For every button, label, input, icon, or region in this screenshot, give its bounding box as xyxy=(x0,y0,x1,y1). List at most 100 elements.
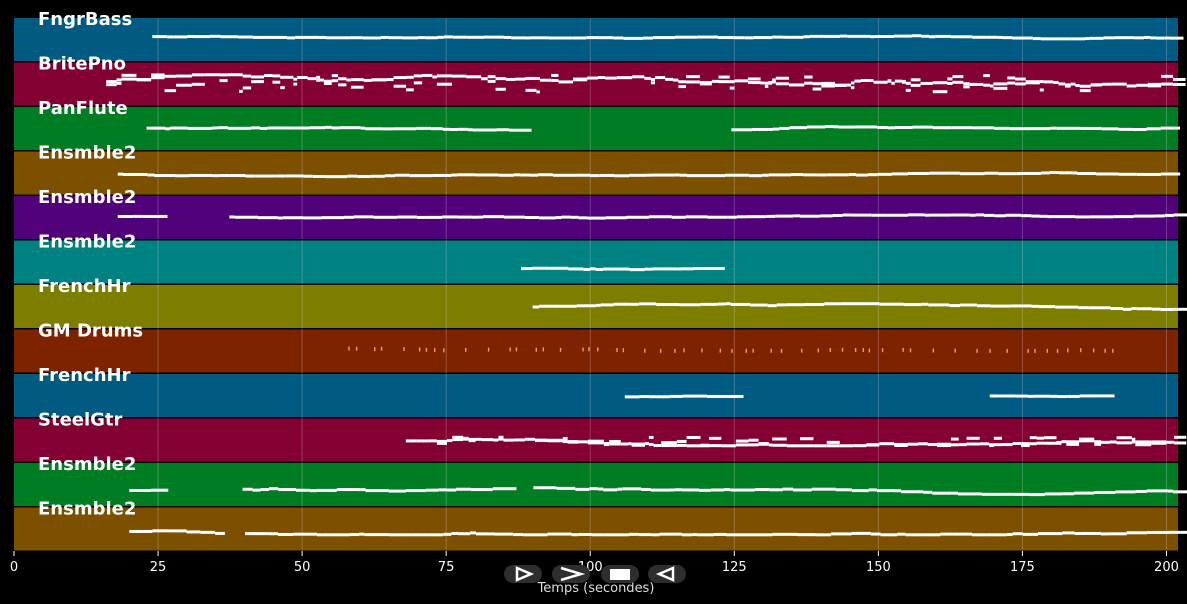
note xyxy=(495,77,506,81)
note xyxy=(650,81,656,85)
note xyxy=(1079,394,1092,398)
note xyxy=(921,533,941,537)
note xyxy=(887,79,892,83)
track-lane xyxy=(14,18,1178,61)
note xyxy=(1003,36,1013,40)
note xyxy=(752,348,754,353)
note xyxy=(1057,37,1071,41)
fast-forward-button[interactable] xyxy=(552,565,590,583)
note xyxy=(1160,307,1174,311)
note xyxy=(1056,348,1059,353)
note xyxy=(229,174,246,178)
note xyxy=(597,76,606,80)
note xyxy=(121,77,137,81)
note xyxy=(523,533,548,537)
note xyxy=(209,34,221,38)
note xyxy=(123,172,148,176)
note xyxy=(992,492,1014,496)
note xyxy=(1173,307,1187,311)
note xyxy=(1143,35,1151,39)
note xyxy=(950,35,973,39)
note xyxy=(458,532,471,536)
note xyxy=(869,35,875,39)
note xyxy=(1027,348,1029,353)
note xyxy=(826,440,840,444)
note xyxy=(547,532,572,536)
note xyxy=(170,126,188,130)
note xyxy=(936,444,951,448)
note xyxy=(1079,437,1095,441)
note xyxy=(718,394,744,398)
stop-icon xyxy=(610,569,630,580)
note xyxy=(629,268,645,272)
note xyxy=(535,347,537,352)
note xyxy=(136,78,152,82)
note xyxy=(686,75,700,79)
note xyxy=(929,213,951,217)
note xyxy=(495,87,506,91)
note xyxy=(561,215,571,219)
note xyxy=(1015,394,1028,398)
note xyxy=(487,79,496,83)
note xyxy=(1066,442,1080,446)
note xyxy=(442,127,450,131)
note xyxy=(940,532,954,536)
note xyxy=(532,305,540,309)
note xyxy=(1110,440,1117,444)
note xyxy=(1056,441,1062,445)
note xyxy=(1173,490,1187,494)
note xyxy=(1126,531,1148,535)
track-label: SteelGtr xyxy=(38,410,123,431)
note xyxy=(887,126,895,130)
note xyxy=(1020,171,1042,175)
note xyxy=(475,437,482,441)
note xyxy=(1115,490,1136,494)
note xyxy=(1031,127,1051,131)
note xyxy=(617,487,623,491)
note xyxy=(487,75,496,79)
note xyxy=(1027,394,1036,398)
note xyxy=(841,347,844,352)
note xyxy=(142,214,168,218)
note xyxy=(881,348,884,353)
note xyxy=(570,215,579,219)
note xyxy=(239,73,243,77)
note xyxy=(959,172,985,176)
note xyxy=(152,529,167,533)
note xyxy=(117,172,124,176)
note xyxy=(848,173,857,177)
note xyxy=(686,444,701,448)
note xyxy=(1133,36,1144,40)
note xyxy=(772,78,776,82)
note xyxy=(1136,307,1152,311)
stop-button[interactable] xyxy=(601,565,639,583)
note xyxy=(1136,172,1161,176)
note xyxy=(533,486,557,490)
note xyxy=(650,488,670,492)
note xyxy=(1126,84,1137,88)
note xyxy=(285,174,304,178)
note xyxy=(775,214,794,218)
note xyxy=(622,348,625,353)
note xyxy=(409,174,433,178)
play-button[interactable] xyxy=(504,565,542,583)
x-tick-label: 50 xyxy=(294,560,311,575)
note xyxy=(416,126,432,130)
note xyxy=(1151,441,1167,445)
note xyxy=(775,76,790,80)
note xyxy=(729,86,735,90)
note xyxy=(498,437,504,441)
note xyxy=(405,439,417,443)
note xyxy=(993,436,1002,440)
note xyxy=(1039,80,1044,84)
note xyxy=(456,487,471,491)
rewind-button[interactable] xyxy=(648,565,686,583)
note xyxy=(316,78,321,82)
note xyxy=(323,79,332,83)
note xyxy=(363,78,372,82)
note xyxy=(685,215,708,219)
track-lane xyxy=(14,507,1178,551)
note xyxy=(1094,440,1102,444)
note xyxy=(432,75,437,79)
